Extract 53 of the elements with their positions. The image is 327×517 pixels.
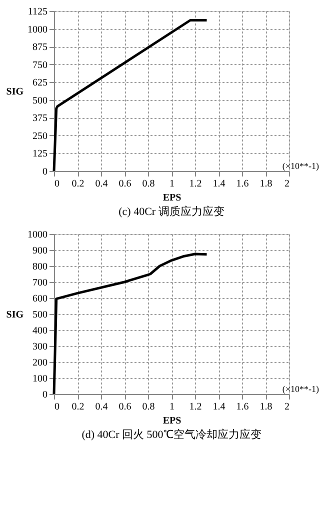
x-tick-label: 1 (170, 402, 174, 412)
y-tick-label: 200 (32, 358, 48, 368)
annotation: (×10**-1) (282, 384, 319, 394)
y-tick-label: 375 (32, 113, 48, 124)
x-axis-title: EPS (162, 416, 182, 426)
y-tick-label: 750 (32, 60, 48, 71)
x-tick-label: 0.2 (72, 178, 84, 190)
x-tick-label: 0.6 (118, 178, 132, 190)
y-tick-label: 500 (32, 95, 48, 106)
y-tick-label: 600 (32, 294, 48, 304)
y-tick-label: 100 (32, 374, 48, 384)
y-tick-label: 0 (42, 390, 48, 400)
line-series (52, 18, 208, 172)
text: (d) 40Cr 回火 500℃空气冷却应力应变 (82, 428, 262, 441)
y-tick-label: 875 (32, 42, 48, 54)
x-tick-label: 0.2 (72, 402, 84, 412)
x-tick-label: 0.8 (142, 178, 155, 190)
y-tick-label: 1000 (28, 230, 48, 240)
y-tick-label: 300 (32, 342, 48, 352)
y-axis-title: SIG (6, 86, 24, 98)
x-tick-label: 1.8 (260, 178, 272, 190)
y-tick-label: 1125 (28, 6, 48, 18)
x-tick-label: 1.4 (212, 402, 226, 412)
x-tick-label: 0.4 (95, 402, 108, 412)
line-series (52, 252, 208, 396)
x-tick-label: 1.6 (236, 402, 249, 412)
x-tick-label: 1.2 (189, 178, 202, 190)
x-tick-label: 1.2 (189, 402, 202, 412)
x-tick-label: 2 (284, 402, 290, 412)
x-tick-label: 0.4 (95, 178, 108, 190)
x-tick-label: 1 (170, 178, 174, 190)
y-tick-label: 900 (32, 246, 48, 256)
y-tick-label: 125 (32, 148, 48, 160)
y-tick-label: 500 (32, 310, 48, 320)
y-tick-label: 1000 (28, 24, 48, 36)
x-tick-label: 1.4 (212, 178, 226, 190)
y-tick-label: 700 (32, 278, 48, 288)
text: (c) 40Cr 调质应力应变 (118, 205, 224, 218)
y-tick-label: 625 (32, 78, 48, 89)
y-tick-label: 400 (32, 326, 48, 336)
x-tick-label: 2 (284, 178, 290, 190)
y-axis-title: SIG (6, 310, 24, 320)
x-tick-label: 0.8 (142, 402, 155, 412)
x-tick-label: 1.8 (260, 402, 272, 412)
y-tick-label: 0 (42, 166, 48, 178)
x-tick-label: 0.6 (118, 402, 132, 412)
y-tick-label: 800 (32, 262, 48, 272)
x-tick-label: 1.6 (236, 178, 249, 190)
x-tick-label: 0 (54, 402, 60, 412)
annotation: (×10**-1) (282, 161, 319, 171)
y-tick-label: 250 (32, 130, 48, 142)
x-axis-title: EPS (162, 192, 182, 204)
x-tick-label: 0 (54, 178, 60, 190)
